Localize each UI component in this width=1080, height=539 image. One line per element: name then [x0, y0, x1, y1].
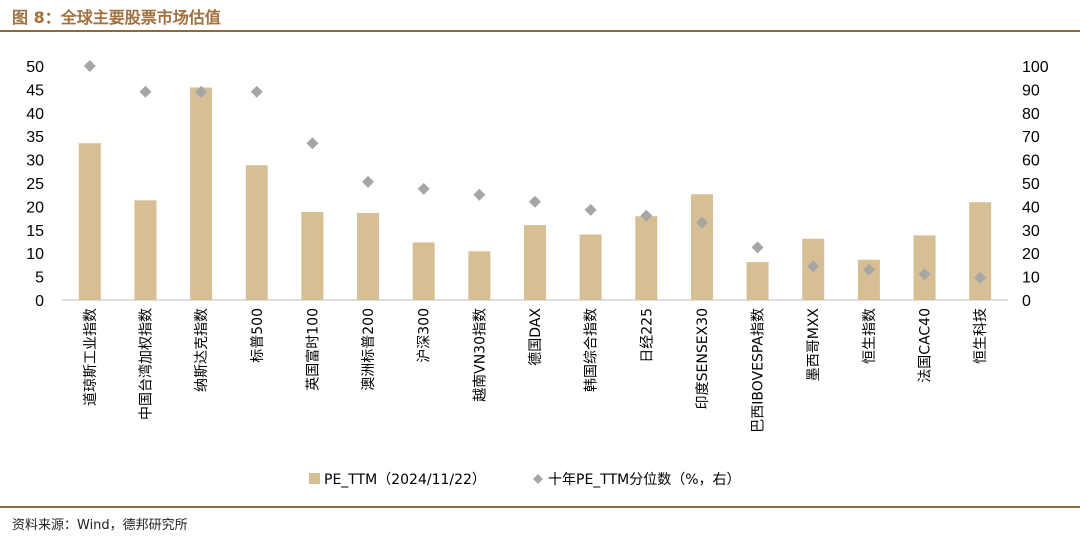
left-y-tick-label: 40: [26, 106, 44, 123]
left-y-tick-label: 30: [26, 153, 44, 170]
left-y-tick-label: 25: [26, 176, 44, 193]
source-note: 资料来源：Wind，德邦研究所: [12, 518, 188, 533]
right-y-tick-label: 90: [1022, 82, 1040, 99]
left-y-tick-label: 50: [26, 59, 44, 76]
category-label: 日经225: [639, 308, 655, 363]
category-label: 沪深300: [417, 308, 433, 363]
category-label: 道琼斯工业指数: [83, 308, 99, 406]
pe-bar: [635, 216, 658, 300]
pe-bar: [690, 194, 713, 300]
pe-bar: [78, 143, 101, 300]
category-label: 巴西IBOVESPA指数: [751, 308, 767, 433]
top-divider: [0, 30, 1080, 32]
category-label: 恒生指数: [862, 308, 878, 364]
left-y-tick-label: 20: [26, 199, 44, 216]
pe-bar: [134, 200, 157, 300]
category-label: 恒生科技: [973, 308, 989, 364]
percentile-point: [640, 209, 653, 222]
right-y-tick-label: 50: [1022, 176, 1040, 193]
right-y-tick-label: 70: [1022, 129, 1040, 146]
legend-point-swatch: [533, 474, 543, 484]
left-y-tick-label: 10: [26, 246, 44, 263]
percentile-point: [751, 241, 764, 254]
percentile-point: [918, 268, 931, 281]
left-y-tick-label: 35: [26, 129, 44, 146]
category-label: 澳洲标普200: [361, 308, 377, 391]
pe-bar: [412, 242, 435, 300]
right-y-tick-label: 100: [1022, 59, 1049, 76]
percentile-point: [473, 188, 486, 201]
pe-bar: [969, 202, 992, 300]
pe-bar: [245, 165, 268, 300]
pe-bars: [78, 87, 992, 300]
legend-point-label: 十年PE_TTM分位数（%，右）: [548, 472, 741, 488]
category-label: 韩国综合指数: [584, 308, 600, 392]
left-y-tick-label: 0: [35, 293, 44, 310]
pe-bar: [190, 87, 213, 300]
pe-bar: [524, 225, 546, 300]
category-label: 印度SENSEX30: [695, 308, 711, 409]
category-label: 中国台湾加权指数: [137, 308, 154, 420]
category-label: 德国DAX: [528, 308, 544, 366]
pe-bar: [468, 251, 491, 300]
percentile-point: [306, 137, 319, 150]
category-label: 法国CAC40: [918, 308, 934, 383]
right-y-tick-label: 40: [1022, 199, 1040, 216]
left-y-tick-label: 5: [35, 270, 44, 287]
right-y-tick-label: 10: [1022, 270, 1040, 287]
percentile-point: [195, 85, 208, 98]
figure-title: 图 8：全球主要股票市场估值: [12, 8, 221, 27]
percentile-point: [139, 85, 152, 98]
percentile-point: [417, 182, 430, 195]
legend-bar-label: PE_TTM（2024/11/22）: [324, 472, 486, 488]
right-y-tick-label: 80: [1022, 106, 1040, 123]
chart-axes: 0 5 10 15 20 25 30 35 40 45 50 0 10 20 30 40 50 60 70 80 90 1…: [26, 59, 1049, 310]
category-label: 墨西哥MXX: [806, 308, 822, 382]
percentile-point: [695, 216, 708, 229]
category-label: 标普500: [250, 308, 266, 363]
percentile-point: [529, 195, 541, 208]
right-y-tick-label: 0: [1022, 293, 1031, 310]
pe-bar: [301, 212, 324, 300]
right-y-tick-label: 30: [1022, 223, 1040, 240]
left-y-tick-label: 15: [26, 223, 44, 240]
chart-legend: PE_TTM（2024/11/22） 十年PE_TTM分位数（%，右）: [309, 472, 741, 488]
percentile-point: [584, 203, 597, 216]
category-label: 英国富时100: [304, 308, 321, 391]
percentile-point: [807, 260, 820, 273]
bottom-divider: [0, 506, 1080, 508]
percentile-point: [362, 175, 375, 188]
legend-bar-swatch: [309, 473, 320, 484]
pe-bar: [357, 212, 380, 300]
pe-bar: [913, 235, 936, 300]
right-y-tick-label: 60: [1022, 153, 1040, 170]
category-label: 越南VN30指数: [472, 308, 488, 402]
right-y-tick-label: 20: [1022, 246, 1040, 263]
left-y-tick-label: 45: [26, 82, 44, 99]
percentile-point: [250, 85, 263, 98]
percentile-point: [83, 60, 96, 72]
category-label: 纳斯达克指数: [194, 308, 210, 392]
pe-bar: [746, 262, 769, 300]
pe-bar: [579, 234, 602, 300]
percentile-points: [83, 60, 987, 284]
category-labels: 道琼斯工业指数 中国台湾加权指数 纳斯达克指数 标普500 英国富时100 澳洲标普200…: [83, 308, 989, 433]
percentile-point: [862, 263, 875, 276]
percentile-point: [974, 271, 987, 284]
